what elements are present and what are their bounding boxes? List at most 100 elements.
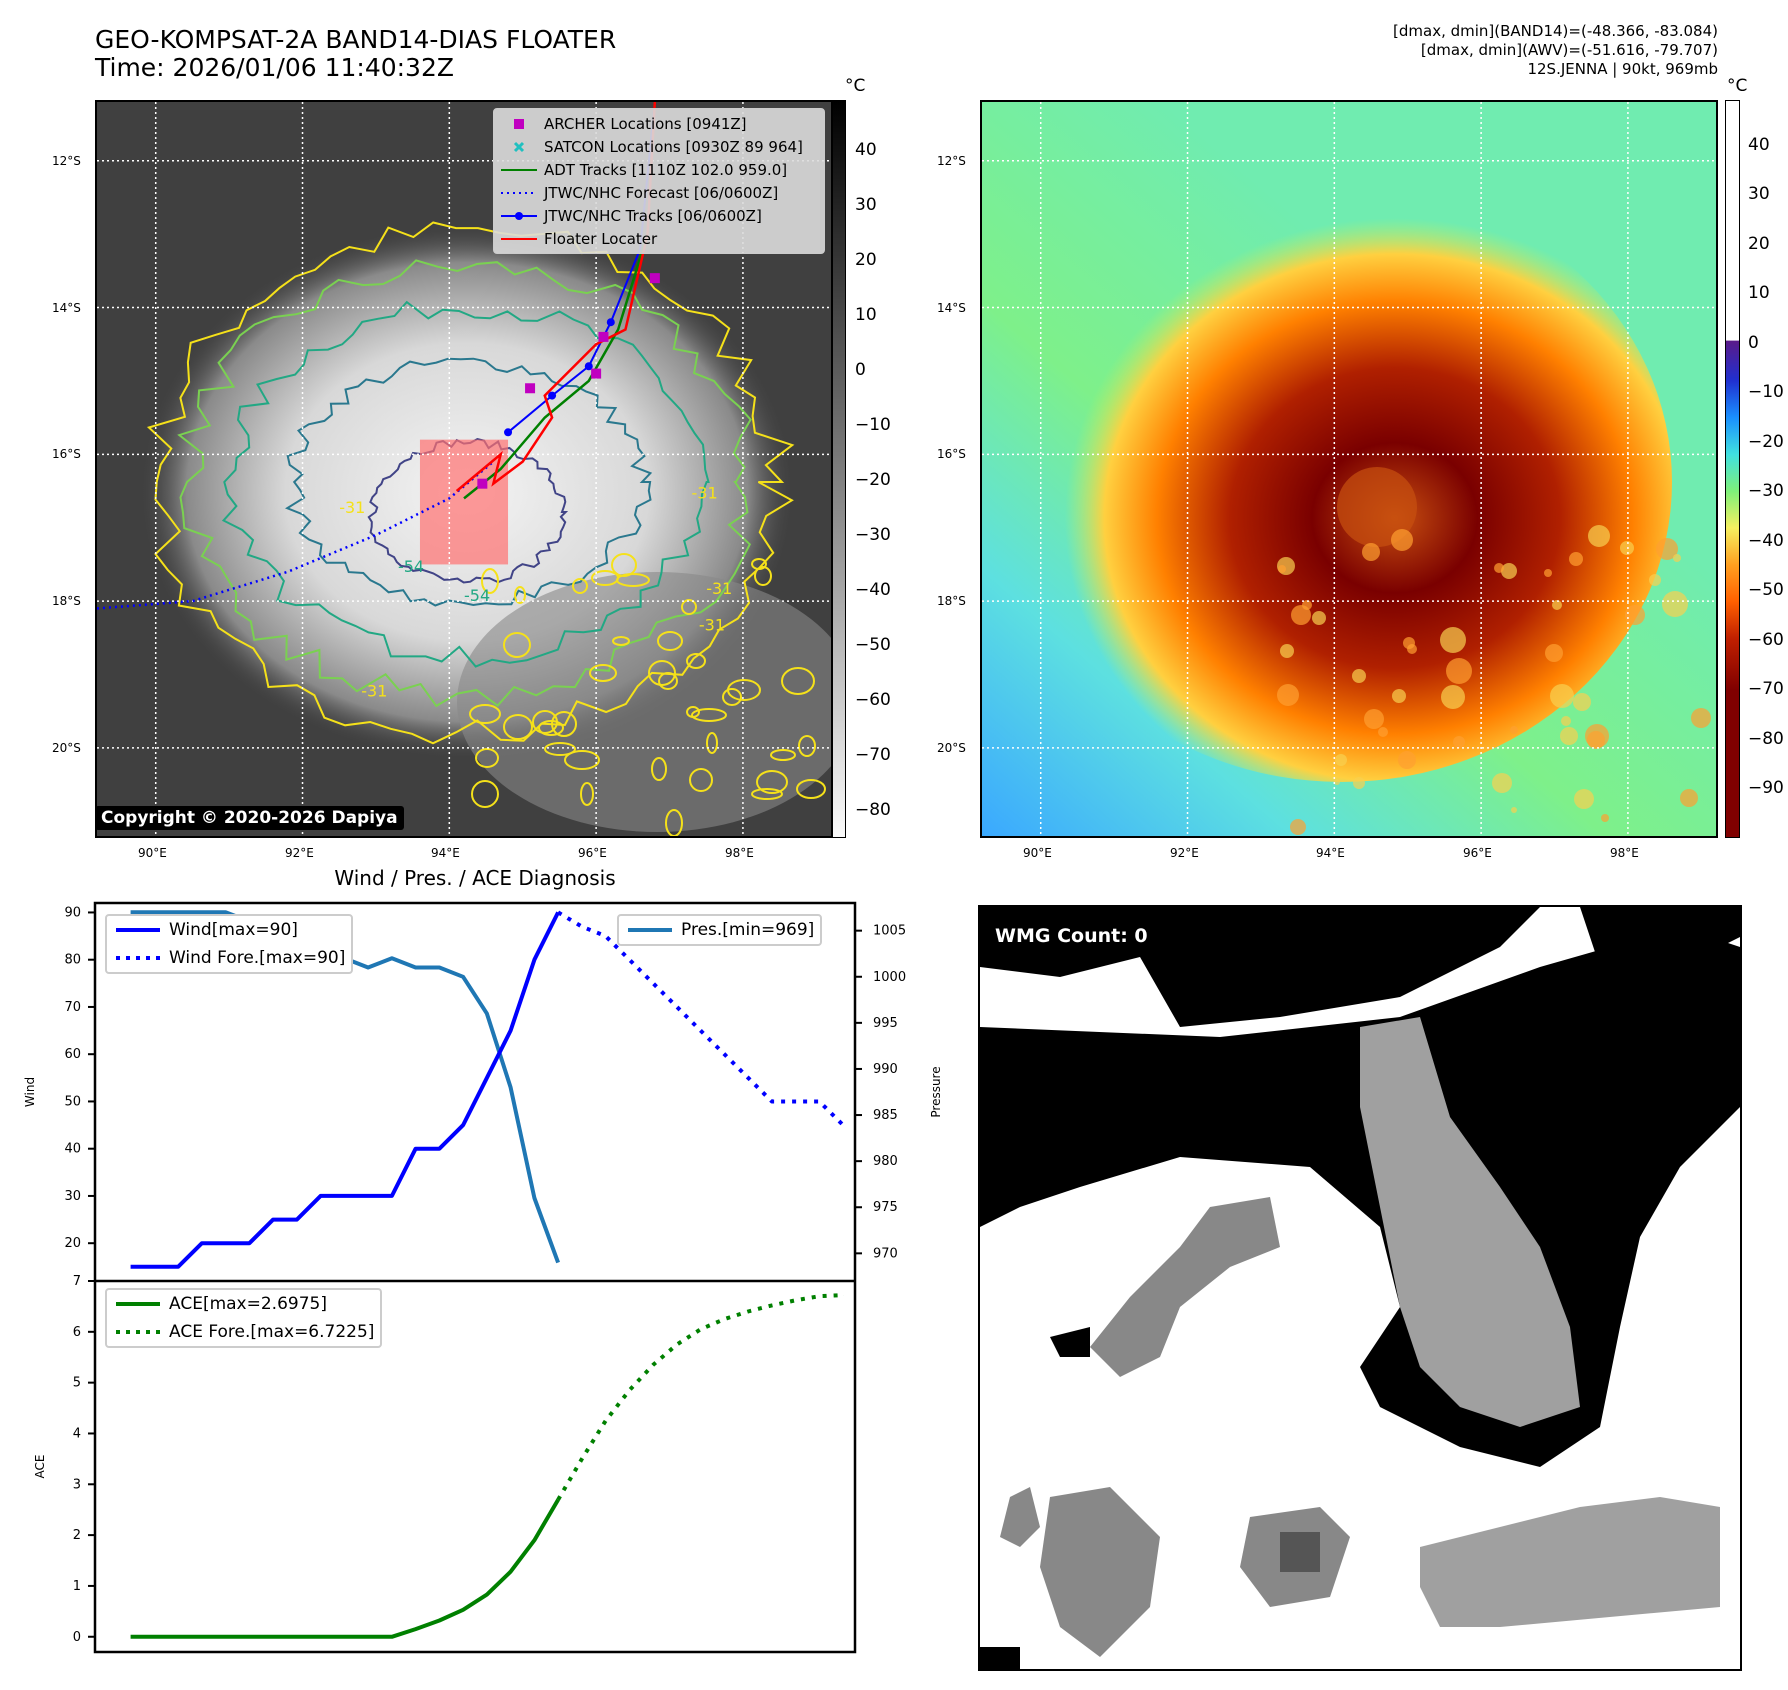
wmg-count-label: WMG Count: 0 [992, 924, 1151, 948]
contour-label: -54 [398, 557, 424, 576]
colorbar-tick-label: −30 [1748, 481, 1784, 501]
cloud-contour [681, 599, 697, 615]
copyright-label: Copyright © 2020-2026 Dapiya [95, 806, 404, 830]
cloud-contour [665, 809, 683, 836]
cloud-contour [572, 578, 588, 594]
ace-tick-label: 3 [73, 1477, 81, 1492]
lon-tick-label: 98°E [725, 846, 754, 860]
wind-tick-label: 40 [64, 1142, 81, 1157]
line-marker-icon [494, 164, 544, 176]
ace-tick-label: 1 [73, 1579, 81, 1594]
lon-tick-label: 94°E [1316, 846, 1345, 860]
floater-locater-track [455, 102, 657, 492]
colorbar-tick-label: −80 [1748, 729, 1784, 749]
wind-legend: Wind[max=90] Wind Fore.[max=90] [105, 914, 354, 974]
lat-tick-label: 20°S [937, 741, 966, 755]
ace-line [130, 1498, 560, 1639]
cloud-contour [686, 653, 706, 669]
cloud-contour [469, 704, 501, 724]
jtwc-track-point [606, 318, 615, 327]
lat-tick-label: 12°S [937, 154, 966, 168]
colorbar-tick-label: 20 [1748, 234, 1770, 254]
line-dot-marker-icon [494, 210, 544, 222]
wind-tick-label: 60 [64, 1047, 81, 1062]
contour-label: -31 [692, 483, 718, 502]
legend-ace-forecast: ACE Fore.[max=6.7225] [116, 1322, 375, 1342]
cloud-contour [503, 714, 533, 740]
temperature-contour [221, 300, 710, 668]
archer-location [649, 273, 660, 284]
colorbar-tick-label: 10 [855, 305, 877, 325]
colorbar-tick-label: −50 [855, 635, 891, 655]
temperature-contour [367, 437, 569, 584]
colorbar-tick-label: 0 [855, 360, 866, 380]
contour-label: -31 [361, 682, 387, 701]
jtwc-track-point [504, 428, 513, 437]
colorbar-tick-label: 30 [855, 195, 877, 215]
colorbar-tick-label: −40 [1748, 531, 1784, 551]
cloud-contour [651, 757, 667, 781]
lat-tick-label: 18°S [52, 594, 81, 608]
wmg-panel [978, 905, 1742, 1671]
wind-tick-label: 70 [64, 1000, 81, 1015]
cloud-contour [751, 788, 783, 800]
wind-axis-label: Wind [23, 1077, 37, 1107]
awv-range: [dmax, dmin](AWV)=(-51.616, -79.707) [1420, 41, 1718, 59]
pressure-tick-label: 1000 [873, 970, 906, 985]
lat-tick-label: 18°S [937, 594, 966, 608]
band14-range: [dmax, dmin](BAND14)=(-48.366, -83.084) [1393, 22, 1718, 40]
awv-map [980, 100, 1718, 838]
wmg-gray-region [1090, 1197, 1280, 1377]
awv-colorbar [1725, 100, 1740, 838]
lat-tick-label: 16°S [937, 447, 966, 461]
line-marker-icon [494, 233, 544, 245]
ace-tick-label: 0 [73, 1630, 81, 1645]
cloud-contour [689, 768, 713, 792]
ace-tick-label: 7 [73, 1274, 81, 1289]
cloud-contour [770, 749, 796, 761]
colorbar-tick-label: −60 [1748, 630, 1784, 650]
storm-info: [dmax, dmin](BAND14)=(-48.366, -83.084) … [1393, 22, 1718, 79]
legend-label: JTWC/NHC Tracks [06/0600Z] [544, 206, 762, 225]
diagnosis-chart: 2030405060708090970975980985990995100010… [23, 901, 943, 1654]
cloud-contour [471, 780, 499, 808]
lat-tick-label: 12°S [52, 154, 81, 168]
ace-axis-label: ACE [33, 1455, 47, 1479]
lon-tick-label: 90°E [1023, 846, 1052, 860]
square-marker-icon [494, 118, 544, 130]
colorbar-tick-label: −10 [855, 415, 891, 435]
legend-pressure: Pres.[min=969] [628, 920, 815, 940]
band14-colorbar-unit: °C [845, 76, 866, 96]
colorbar-tick-label: −70 [855, 745, 891, 765]
figure-title: GEO-KOMPSAT-2A BAND14-DIAS FLOATER Time:… [95, 26, 616, 82]
cloud-contour [691, 708, 727, 722]
cloud-contour [589, 664, 617, 682]
lon-tick-label: 90°E [138, 846, 167, 860]
contour-label: -31 [339, 498, 365, 517]
legend-label: ADT Tracks [1110Z 102.0 959.0] [544, 160, 788, 179]
colorbar-tick-label: −40 [855, 580, 891, 600]
awv-colorbar-unit: °C [1727, 76, 1748, 96]
colorbar-tick-label: −10 [1748, 382, 1784, 402]
ace-forecast-line [556, 1293, 844, 1501]
x-marker-icon [494, 141, 544, 153]
cloud-contour [538, 720, 564, 736]
cloud-contour [754, 566, 772, 586]
cloud-contour [564, 750, 600, 770]
colorbar-tick-label: 0 [1748, 333, 1759, 353]
temperature-contour [284, 357, 653, 607]
cloud-contour [503, 632, 531, 658]
ace-tick-label: 4 [73, 1426, 81, 1441]
chart-title: Wind / Pres. / ACE Diagnosis [334, 866, 616, 890]
cloud-contour [611, 553, 637, 577]
lon-tick-label: 92°E [285, 846, 314, 860]
cloud-contour [798, 735, 816, 757]
cloud-contour [756, 770, 788, 794]
colorbar-tick-label: −20 [1748, 432, 1784, 452]
lat-tick-label: 14°S [937, 301, 966, 315]
colorbar-tick-label: −50 [1748, 580, 1784, 600]
wind-tick-label: 30 [64, 1189, 81, 1204]
jtwc-track-point [548, 391, 557, 400]
legend-wind: Wind[max=90] [116, 920, 298, 940]
pressure-tick-label: 980 [873, 1154, 898, 1169]
